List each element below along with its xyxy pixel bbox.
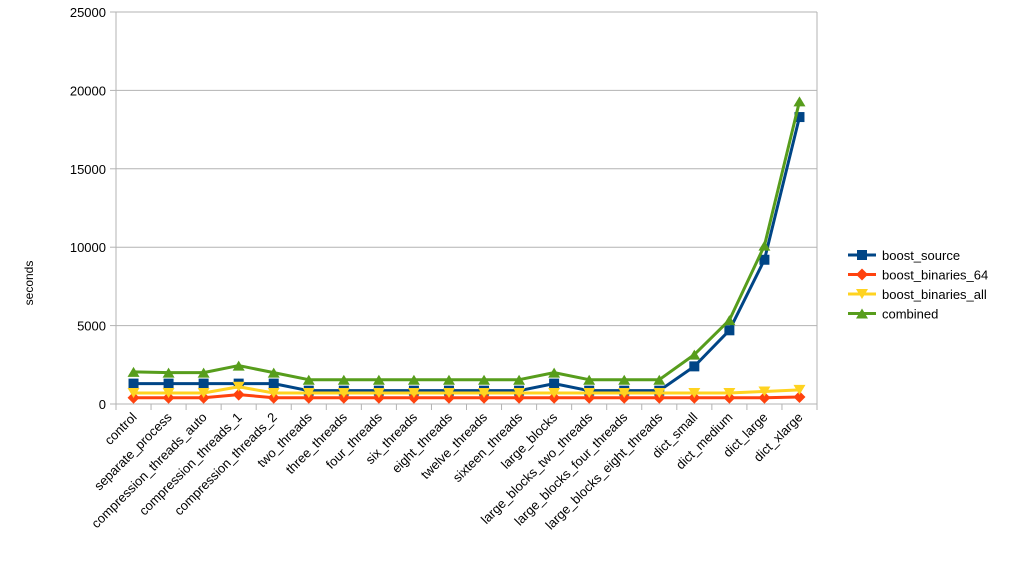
data-point xyxy=(513,374,526,385)
data-point xyxy=(197,367,210,378)
y-tick-labels: 0 5000 10000 15000 20000 25000 xyxy=(70,5,106,412)
data-point xyxy=(442,374,455,385)
data-point xyxy=(407,388,420,399)
data-point xyxy=(407,374,420,385)
data-point xyxy=(583,374,596,385)
data-point xyxy=(548,367,561,378)
x-tick-labels: controlseparate_processcompression_threa… xyxy=(88,409,805,532)
data-point xyxy=(583,388,596,399)
data-point xyxy=(856,268,868,281)
data-point xyxy=(337,374,350,385)
legend-label: boost_binaries_all xyxy=(882,287,987,302)
series-combined xyxy=(127,96,806,385)
data-point xyxy=(478,388,491,399)
y-tick-label: 10000 xyxy=(70,240,106,255)
data-point xyxy=(478,374,491,385)
data-point xyxy=(688,388,701,399)
data-point xyxy=(127,366,140,377)
y-tick-label: 0 xyxy=(99,397,106,412)
data-point xyxy=(127,388,140,399)
data-point xyxy=(548,388,561,399)
series-lines xyxy=(127,96,806,404)
data-point xyxy=(689,361,700,372)
data-point xyxy=(197,388,210,399)
data-point xyxy=(442,388,455,399)
data-point xyxy=(618,374,631,385)
data-point xyxy=(723,315,736,326)
data-point xyxy=(793,384,806,395)
legend-item: boost_binaries_all xyxy=(848,287,987,302)
y-tick-label: 15000 xyxy=(70,162,106,177)
data-point xyxy=(758,391,771,404)
data-point xyxy=(758,386,771,397)
series-boost-binaries-all xyxy=(127,381,806,399)
data-point xyxy=(793,96,806,107)
data-point xyxy=(198,378,209,389)
y-tick-label: 20000 xyxy=(70,83,106,98)
data-point xyxy=(618,388,631,399)
series-boost-source xyxy=(128,112,805,396)
data-point xyxy=(268,378,279,389)
data-point xyxy=(372,374,385,385)
data-point xyxy=(653,388,666,399)
data-point xyxy=(793,390,806,403)
data-point xyxy=(857,250,867,260)
data-point xyxy=(856,308,868,319)
data-point xyxy=(302,374,315,385)
data-point xyxy=(372,388,385,399)
series-line xyxy=(133,101,801,382)
axes xyxy=(110,11,818,410)
data-point xyxy=(232,388,245,401)
legend-label: boost_source xyxy=(882,248,960,263)
series-line xyxy=(133,116,801,393)
data-point xyxy=(513,388,526,399)
data-point xyxy=(759,254,770,265)
legend-item: boost_source xyxy=(848,248,960,263)
y-tick-label: 5000 xyxy=(77,319,106,334)
y-axis-label: seconds xyxy=(22,261,36,306)
grid-lines xyxy=(116,11,817,405)
legend-label: combined xyxy=(882,307,938,322)
legend: boost_source boost_binaries_64 boost_binar… xyxy=(848,248,988,322)
data-point xyxy=(724,325,735,336)
series-line xyxy=(133,385,800,395)
data-point xyxy=(162,367,175,378)
data-point xyxy=(337,388,350,399)
legend-item: boost_binaries_64 xyxy=(848,268,988,283)
data-point xyxy=(856,289,868,299)
legend-item: combined xyxy=(848,307,938,322)
data-point xyxy=(232,381,245,392)
data-point xyxy=(232,360,245,371)
data-point xyxy=(758,240,771,251)
data-point xyxy=(267,388,280,399)
data-point xyxy=(794,112,805,123)
data-point xyxy=(267,367,280,378)
legend-label: boost_binaries_64 xyxy=(882,268,988,283)
y-tick-label: 25000 xyxy=(70,5,106,20)
data-point xyxy=(723,388,736,399)
data-point xyxy=(653,374,666,385)
data-point xyxy=(163,378,174,389)
data-point xyxy=(688,349,701,360)
data-point xyxy=(128,378,139,389)
data-point xyxy=(549,378,560,389)
data-point xyxy=(302,388,315,399)
data-point xyxy=(162,388,175,399)
